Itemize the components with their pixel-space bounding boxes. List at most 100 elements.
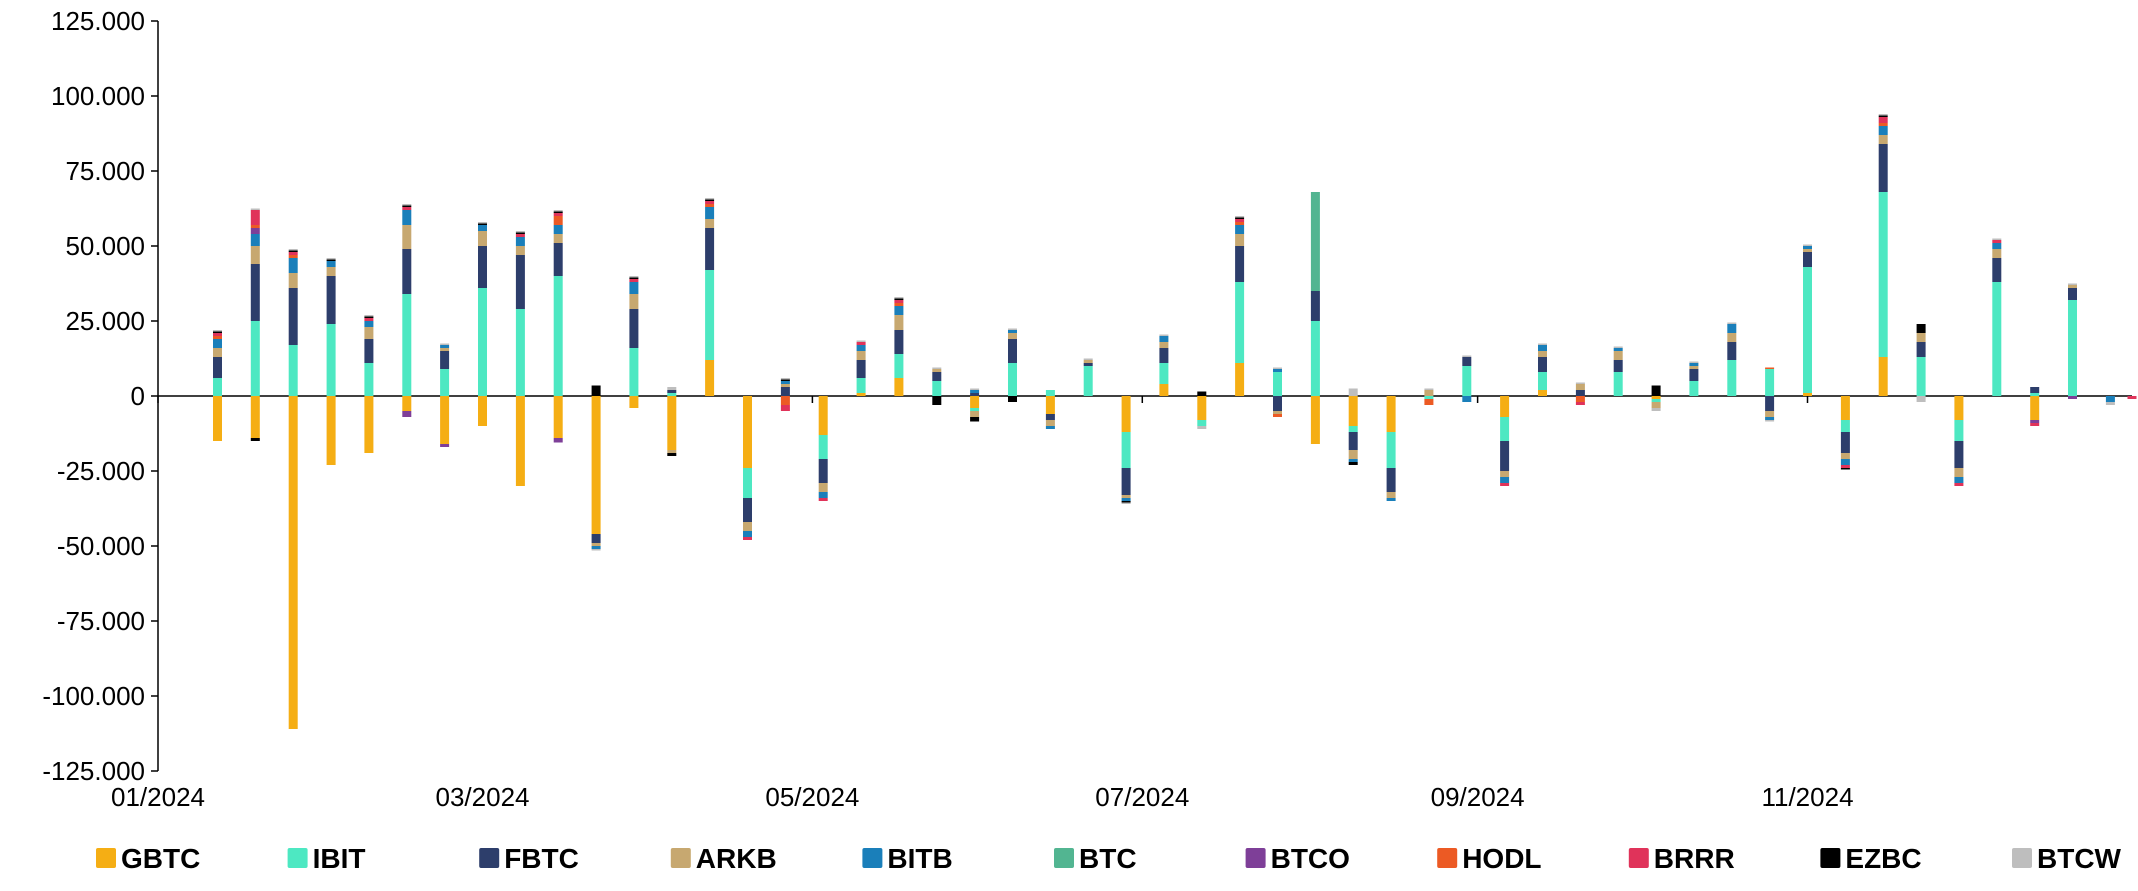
bar-segment-ibit [1878,192,1888,357]
bar-segment-btcw [894,297,904,299]
bar-segment-ibit [705,270,715,360]
bar-stack [780,378,790,411]
bar-segment-btcw [1575,382,1585,384]
legend-swatch [1628,848,1649,868]
bar-segment-bitb [1878,126,1888,135]
bar-segment-bitb [515,237,525,246]
bar-segment-ibit [667,393,677,396]
bar-segment-ibit [1045,390,1055,396]
bar-segment-arkb [515,246,525,255]
bar-segment-gbtc [1803,393,1812,396]
bar-stack [1424,388,1434,405]
bar-segment-bitb [780,381,790,384]
bar-stack [1083,358,1093,396]
bar-segment-ibit [402,294,412,396]
bar-stack [1727,322,1737,396]
bar-stack [440,343,450,447]
bar-segment-btcw [1651,408,1661,411]
bar-segment-arkb [1575,384,1585,390]
bar-segment-arkb [1500,471,1510,477]
bar-stack [1386,396,1396,501]
bar-segment-arkb [667,450,677,453]
y-tick-label: -100.000 [42,681,145,711]
bar-segment-ibit [1310,321,1320,396]
bar-segment-ibit [856,378,866,393]
bar-segment-gbtc [250,396,260,438]
bar-segment-arkb [1538,351,1547,357]
y-tick-label: 0 [131,381,145,411]
bar-segment-ezbc [1008,396,1017,402]
bar-segment-hodl [894,303,904,306]
bar-segment-brrr [2127,396,2137,399]
bar-segment-fbtc [1500,441,1510,471]
bar-segment-gbtc [629,396,639,408]
bar-segment-gbtc [1310,396,1320,444]
bar-segment-gbtc [515,396,525,486]
bar-segment-ibit [250,321,260,396]
x-tick-label: 09/2024 [1431,782,1525,812]
bar-segment-arkb [1235,234,1245,246]
bar-segment-gbtc [1878,357,1888,396]
bar-segment-fbtc [1575,390,1585,396]
bar-segment-ibit [1727,360,1737,396]
bar-segment-btco [440,444,450,447]
bar-segment-fbtc [1954,441,1964,468]
bar-segment-bitb [1235,225,1245,234]
bar-segment-fbtc [1310,291,1320,321]
bar-segment-brrr [553,213,563,216]
bar-segment-hodl [1424,399,1434,405]
bar-segment-btco [2030,420,2040,423]
bar-stack [1235,216,1245,396]
bar-segment-bitb [1121,498,1131,501]
bar-segment-btcw [2068,283,2077,285]
bar-segment-brrr [364,318,374,321]
bar-segment-gbtc [818,396,828,435]
bar-segment-brrr [1992,240,2002,243]
legend-swatch [1245,848,1266,868]
bar-segment-ibit [629,348,639,396]
bar-segment-ibit [1613,372,1623,396]
bar-segment-arkb [1121,495,1131,498]
legend-item-bitb: BITB [862,843,953,874]
bar-segment-ezbc [364,316,374,318]
bar-segment-ezbc [478,223,487,225]
bar-segment-bitb [1727,324,1737,333]
bar-stack [1916,324,1926,402]
bar-segment-btc [1310,192,1320,291]
bar-stack [1840,396,1850,470]
bar-segment-fbtc [629,309,639,348]
bar-segment-bitb [1348,459,1358,462]
bar-segment-ibit [1538,372,1547,390]
bar-segment-btcw [478,222,487,224]
bar-stack [1803,244,1812,396]
bar-stack [478,222,487,426]
bar-segment-btcw [1273,367,1282,369]
bar-segment-gbtc [970,396,980,408]
y-tick-label: -75.000 [57,606,145,636]
legend-item-fbtc: FBTC [479,843,579,874]
bar-stack [288,249,298,729]
bar-segment-arkb [1689,366,1699,369]
bar-segment-ezbc [970,417,980,422]
bar-segment-hodl [553,216,563,225]
bar-segment-arkb [213,348,222,357]
bar-segment-ibit [1424,396,1434,399]
bar-segment-arkb [1424,390,1434,396]
bar-stack [629,276,639,408]
bar-segment-bitb [1992,243,2002,249]
bar-segment-arkb [629,294,639,309]
bar-segment-btcw [1916,396,1926,402]
bar-segment-ibit [1765,369,1775,396]
bar-segment-gbtc [1045,396,1055,414]
bar-segment-arkb [743,522,752,531]
bar-segment-ezbc [1197,391,1207,396]
bar-segment-ibit [970,408,980,411]
bar-segment-bitb [1159,336,1169,342]
bar-segment-fbtc [1727,342,1737,360]
bar-segment-ibit [1348,426,1358,432]
bar-segment-gbtc [288,396,298,729]
legend-item-ibit: IBIT [287,843,365,874]
bar-stack [705,198,715,396]
bar-segment-ezbc [780,379,790,381]
bar-segment-arkb [478,231,487,246]
